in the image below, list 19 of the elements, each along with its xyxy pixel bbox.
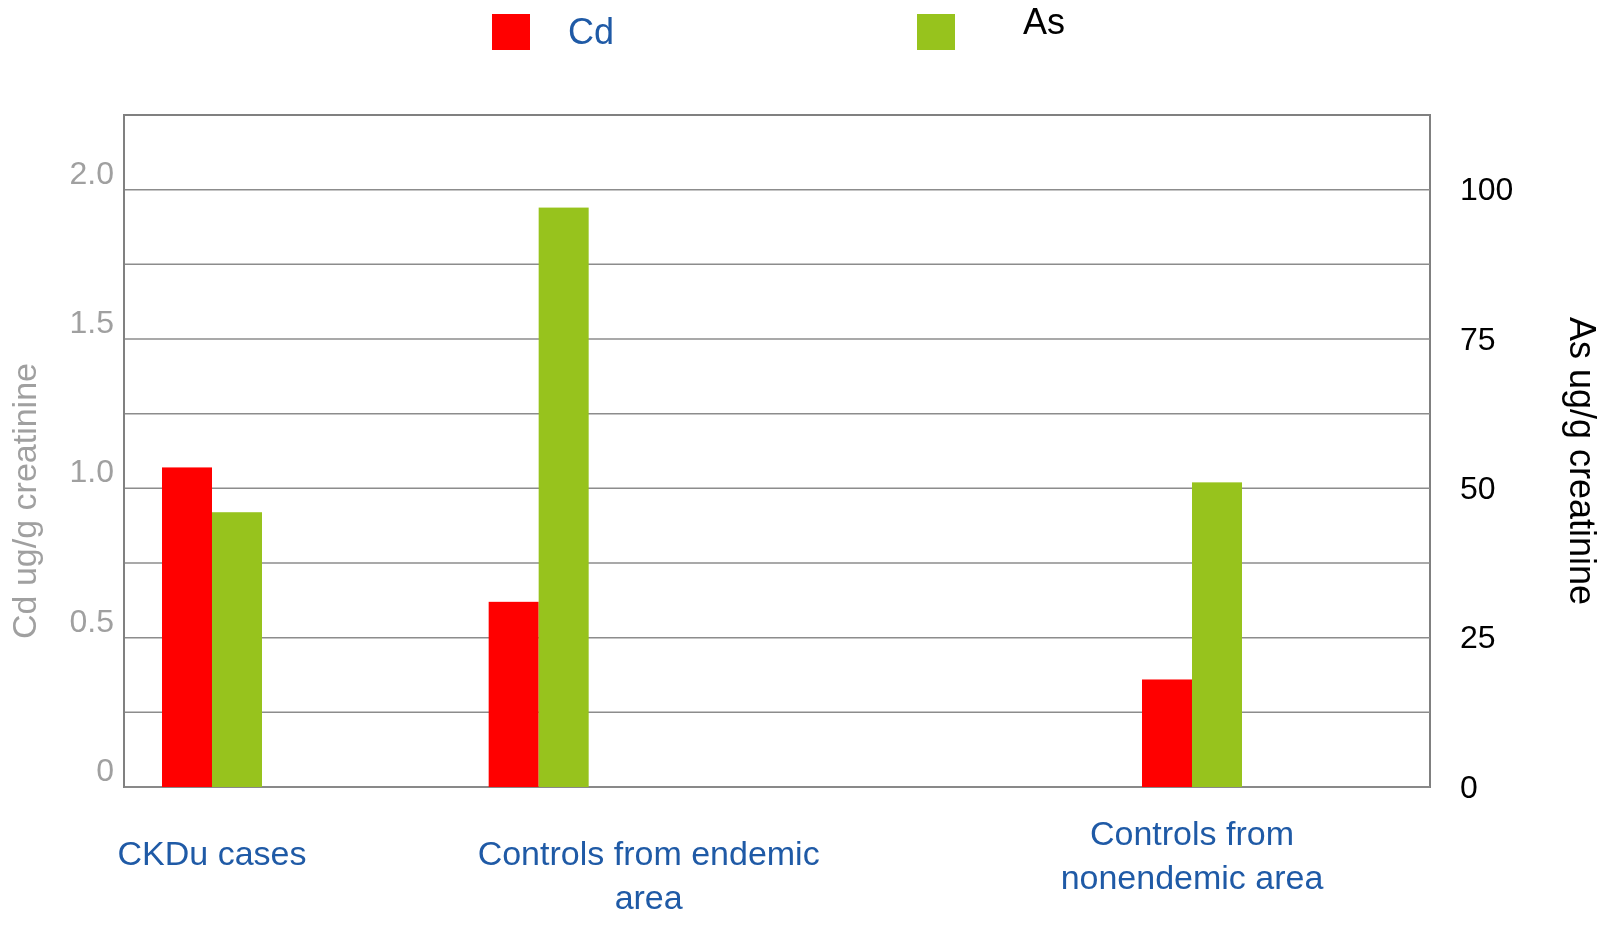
y2-tick-label: 100 [1460,171,1514,208]
x-tick-label: CKDu cases [117,834,307,872]
y2-tick-label: 25 [1460,619,1496,656]
y-tick-label: 0 [96,752,114,789]
y2-tick-label: 50 [1460,470,1496,507]
bar [538,207,589,787]
text: 1.0 [69,453,114,490]
x-tick-label: Controls from nonendemic area [1060,814,1324,896]
y2-tick-label: 75 [1460,320,1496,357]
legend-label: As [1023,1,1066,42]
y-axis-title: Cd ug/g creatinine [5,363,43,639]
y-tick-label: 0.5 [69,602,114,639]
x-tick-label: Controls from endemic area [477,834,820,916]
y-tick-label: 1.5 [69,304,114,341]
text: 2.0 [69,154,114,191]
y2-axis-title: As ug/g creatinine [1562,316,1603,606]
y2-tick-label: 0 [1460,768,1478,805]
legend-label: Cd [568,11,615,52]
bar [1192,482,1242,787]
